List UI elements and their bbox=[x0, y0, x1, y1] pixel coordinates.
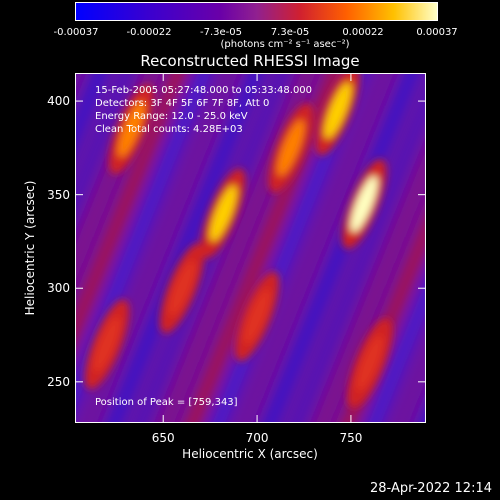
y-tick-label: 250 bbox=[47, 374, 70, 389]
source-core bbox=[168, 260, 196, 317]
background-stripe bbox=[75, 73, 216, 423]
annotation-energy: Energy Range: 12.0 - 25.0 keV bbox=[95, 111, 248, 122]
annotation-peak: Position of Peak = [759,343] bbox=[95, 397, 238, 408]
background-stripe bbox=[280, 73, 426, 423]
background-stripe bbox=[75, 73, 164, 423]
chart-title: Reconstructed RHESSI Image bbox=[140, 52, 360, 70]
heatmap-plot bbox=[75, 73, 426, 423]
background-stripe bbox=[202, 73, 424, 423]
source-core bbox=[243, 288, 271, 345]
source-core bbox=[324, 82, 352, 139]
annotation-method: Clean Total counts: 4.28E+03 bbox=[95, 124, 243, 135]
background-stripe bbox=[75, 73, 268, 423]
background-stripe bbox=[75, 73, 138, 423]
timestamp: 28-Apr-2022 12:14 bbox=[370, 481, 492, 496]
x-axis-label: Heliocentric X (arcsec) bbox=[182, 447, 318, 461]
source-core bbox=[350, 176, 378, 232]
annotation-detectors: Detectors: 3F 4F 5F 6F 7F 8F, Att 0 bbox=[95, 98, 270, 109]
colorbar-tick: -7.3e-05 bbox=[200, 27, 242, 38]
background-stripe bbox=[228, 73, 426, 423]
background-stripe bbox=[358, 73, 426, 423]
colorbar-unit-label: (photons cm⁻² s⁻¹ asec⁻²) bbox=[220, 39, 350, 50]
source-core bbox=[356, 335, 384, 392]
y-tick-label: 350 bbox=[47, 187, 70, 202]
source-core bbox=[277, 119, 305, 176]
background-stripe bbox=[150, 73, 372, 423]
colorbar-tick: 0.00037 bbox=[416, 27, 458, 38]
colorbar-tick: 0.00022 bbox=[342, 27, 384, 38]
source-core bbox=[117, 101, 145, 158]
y-tick-label: 300 bbox=[47, 281, 70, 296]
colorbar bbox=[75, 2, 438, 21]
source-core bbox=[93, 316, 121, 373]
colorbar-tick: 7.3e-05 bbox=[270, 27, 310, 38]
y-tick-label: 400 bbox=[47, 94, 70, 109]
background-stripe bbox=[254, 73, 426, 423]
x-tick-label: 650 bbox=[151, 431, 175, 445]
x-tick-label: 700 bbox=[245, 431, 269, 445]
background-stripe bbox=[332, 73, 426, 423]
y-axis-label: Heliocentric Y (arcsec) bbox=[23, 180, 37, 316]
colorbar-tick: -0.00037 bbox=[53, 27, 99, 38]
source-core bbox=[209, 185, 237, 242]
x-tick-label: 750 bbox=[339, 431, 363, 445]
colorbar-tick: -0.00022 bbox=[126, 27, 172, 38]
background-stripe bbox=[75, 73, 294, 423]
annotation-time-range: 15-Feb-2005 05:27:48.000 to 05:33:48.000 bbox=[95, 85, 313, 96]
